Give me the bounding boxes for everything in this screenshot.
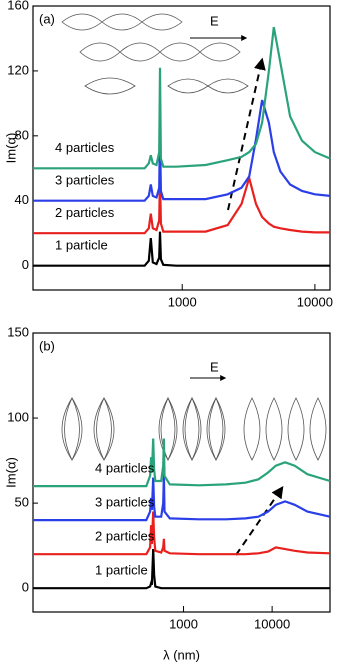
- y-axis-label: Im(α): [3, 133, 18, 164]
- series-line: [33, 474, 331, 522]
- series-line: [33, 173, 330, 235]
- y-tick-label: 40: [15, 192, 29, 207]
- series-line: [33, 231, 330, 267]
- series-line: [33, 26, 331, 170]
- trend-arrow: [227, 57, 266, 211]
- x-tick-label: 10000: [297, 294, 333, 309]
- shape-icons-b: [61, 397, 327, 461]
- y-tick-label: 0: [22, 580, 29, 595]
- panel-label: (a): [39, 11, 55, 26]
- x-tick-label: 1000: [168, 294, 197, 309]
- trend-arrow: [235, 486, 284, 556]
- shape-icons-a: [61, 13, 249, 95]
- series-line: [33, 549, 330, 590]
- x-tick-label: 1000: [169, 616, 198, 631]
- series-line: [33, 511, 331, 556]
- y-tick-label: 120: [7, 62, 29, 77]
- plot-frame: [32, 332, 331, 613]
- y-tick-label: 0: [22, 257, 29, 272]
- x-tick-label: 10000: [254, 616, 290, 631]
- series-label: 4 particles: [95, 461, 155, 476]
- y-tick-label: 100: [7, 409, 29, 424]
- field-label: E: [210, 359, 219, 374]
- y-axis-label: Im(α): [3, 457, 18, 488]
- panel-label: (b): [39, 338, 55, 353]
- y-tick-label: 160: [7, 0, 29, 12]
- y-tick-label: 80: [15, 127, 29, 142]
- series-label: 4 particles: [55, 140, 115, 155]
- series-label: 3 particles: [95, 495, 155, 510]
- plot-frame: [32, 5, 331, 291]
- series-label: 1 particle: [95, 563, 148, 578]
- series-label: 2 particles: [95, 529, 155, 544]
- series-line: [33, 438, 331, 488]
- x-axis-label: λ (nm): [163, 647, 200, 662]
- series-label: 3 particles: [55, 173, 115, 188]
- series-label: 1 particle: [55, 238, 108, 253]
- y-tick-label: 150: [7, 324, 29, 339]
- series-line: [33, 99, 331, 202]
- field-label: E: [210, 13, 219, 28]
- y-tick-label: 50: [15, 495, 29, 510]
- series-label: 2 particles: [55, 205, 115, 220]
